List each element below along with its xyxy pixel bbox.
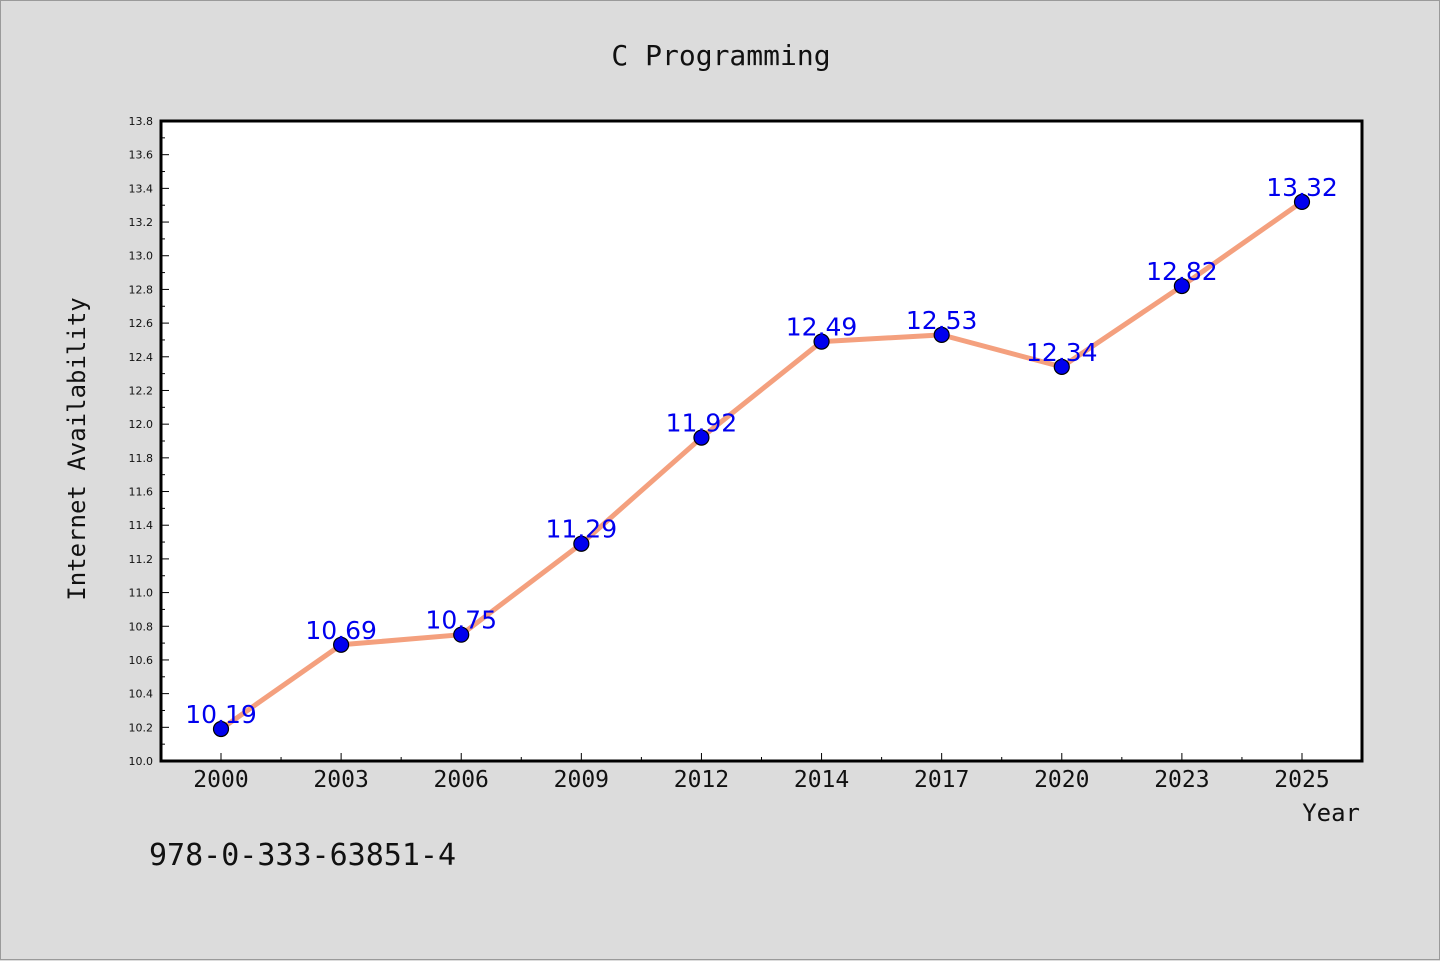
- chart-title: C Programming: [611, 39, 830, 72]
- x-tick-label: 2020: [1034, 767, 1089, 793]
- data-point: [1053, 358, 1070, 375]
- x-tick-label: 2012: [674, 767, 729, 793]
- y-tick-label: 11.4: [129, 519, 154, 532]
- data-labels-layer: 10.19 10.69 10.75 11.29 11.92 12.49 12.53 12.34…: [185, 173, 1338, 729]
- x-tick-label: 2009: [554, 767, 609, 793]
- y-tick-label: 12.2: [129, 384, 154, 397]
- y-tick-label: 10.2: [129, 721, 154, 734]
- plot-frame: [159, 119, 1364, 763]
- y-tick-label: 13.6: [129, 149, 154, 162]
- data-label: 11.29: [546, 515, 618, 544]
- data-label: 12.49: [786, 313, 858, 342]
- x-tick-label: 2023: [1154, 767, 1209, 793]
- y-tick-label: 13.2: [129, 216, 154, 229]
- data-point: [1173, 277, 1190, 295]
- data-point: [933, 326, 950, 343]
- x-tick-label: 2003: [313, 767, 368, 793]
- y-tick-label: 10.6: [129, 654, 154, 667]
- data-label: 10.75: [425, 606, 497, 635]
- isbn-footer-text: 978-0-333-63851-4: [149, 838, 456, 873]
- x-tick-label: 2006: [434, 767, 489, 793]
- y-tick-label: 10.8: [129, 620, 154, 633]
- data-label: 12.82: [1146, 257, 1218, 286]
- y-axis-ticks: 10.0 10.2 10.4 10.6 10.8 11.0 11.2 11.4 11.6 11.8…: [129, 115, 169, 768]
- series-line: [218, 199, 1305, 732]
- y-tick-label: 12.8: [129, 283, 154, 296]
- x-tick-label: 2014: [794, 767, 849, 793]
- data-label: 10.19: [185, 700, 257, 729]
- data-label: 11.92: [666, 409, 738, 438]
- data-point: [813, 333, 830, 350]
- x-tick-label: 2000: [193, 767, 248, 793]
- y-tick-label: 12.4: [129, 351, 154, 364]
- y-tick-label: 11.2: [129, 553, 154, 566]
- data-label: 10.69: [305, 616, 377, 645]
- y-axis-label: Internet Availability: [63, 297, 91, 600]
- x-tick-label: 2017: [914, 767, 969, 793]
- y-tick-label: 12.0: [129, 418, 154, 431]
- y-tick-label: 11.0: [129, 587, 154, 600]
- y-tick-label: 13.4: [129, 182, 154, 195]
- series-layer: [212, 193, 1311, 738]
- data-label: 12.34: [1026, 338, 1098, 367]
- x-axis-label: Year: [1302, 799, 1360, 827]
- data-point: [1293, 193, 1311, 210]
- y-tick-label: 13.8: [129, 115, 154, 128]
- plot-area: [161, 121, 1362, 761]
- data-label: 12.53: [906, 306, 978, 335]
- x-axis-ticks: 2000 2003 2006 2009 2012 2014 2017 2020 2023 2025: [193, 753, 1330, 793]
- y-tick-label: 13.0: [129, 250, 154, 263]
- data-label: 13.32: [1266, 173, 1338, 202]
- y-tick-label: 10.0: [129, 755, 154, 768]
- y-tick-label: 11.6: [129, 486, 154, 499]
- data-point: [212, 720, 230, 738]
- data-point: [693, 429, 710, 446]
- data-point: [573, 535, 590, 552]
- y-tick-label: 10.4: [129, 688, 154, 701]
- y-tick-label: 11.8: [129, 452, 154, 465]
- x-tick-label: 2025: [1274, 767, 1329, 793]
- data-point: [453, 626, 470, 643]
- y-tick-label: 12.6: [129, 317, 154, 330]
- data-point: [333, 636, 350, 653]
